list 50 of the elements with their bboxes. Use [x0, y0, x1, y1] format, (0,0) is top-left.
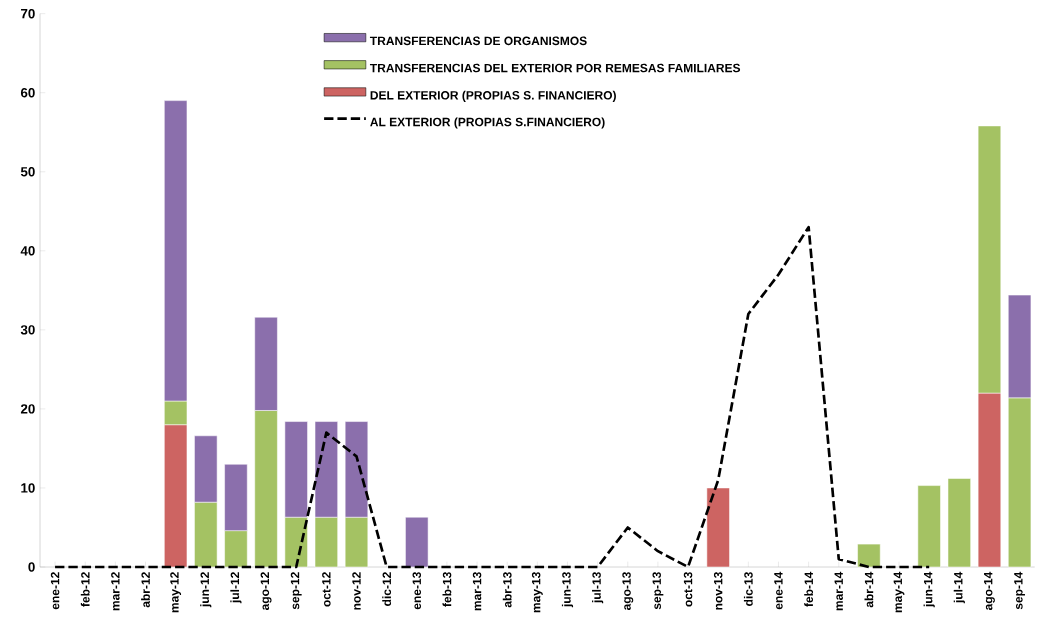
bar [857, 543, 881, 568]
x-tick-label: jul-12 [230, 572, 242, 604]
x-tick-label: abr-14 [864, 571, 874, 608]
x-tick-label: ago-14 [984, 571, 995, 611]
x-tick-label: dic-13 [743, 572, 753, 606]
legend-label: AL EXTERIOR (PROPIAS S.FINANCIERO) [370, 117, 605, 129]
x-tick-label: sep-13 [652, 572, 664, 610]
bar [706, 487, 730, 568]
y-tick-label: 10 [21, 483, 35, 493]
x-tick-label: sep-14 [1014, 571, 1025, 610]
y-tick-label: 30 [20, 325, 35, 335]
y-tick-label: 70 [21, 8, 35, 19]
x-tick-label: feb-12 [80, 572, 90, 607]
x-tick-label: jun-14 [923, 571, 935, 608]
x-tick-label: ene-14 [774, 571, 783, 610]
x-tick-label: jul-14 [953, 571, 965, 604]
x-tick-label: dic-12 [382, 572, 392, 606]
x-tick-label: ene-13 [412, 572, 422, 610]
x-tick-label: mar-12 [111, 572, 120, 611]
legend-label: TRANSFERENCIAS DEL EXTERIOR POR REMESAS FAMILIARES [369, 63, 741, 73]
bar [947, 478, 971, 568]
x-tick-label: abr-13 [502, 572, 512, 608]
x-tick-label: nov-12 [352, 572, 361, 610]
y-tick-label: 20 [20, 404, 35, 414]
y-tick-label: 0 [28, 562, 35, 572]
bar [917, 485, 941, 568]
x-tick-label: abr-12 [141, 572, 150, 608]
x-tick-label: may-12 [170, 572, 182, 613]
x-tick-label: jul-13 [592, 572, 604, 604]
y-tick-label: 40 [20, 246, 35, 256]
x-tick-label: oct-13 [683, 572, 693, 607]
x-tick-label: feb-14 [804, 571, 814, 607]
y-tick-label: 60 [20, 88, 35, 98]
x-tick-label: ago-12 [260, 572, 272, 611]
x-tick-label: mar-14 [834, 571, 843, 611]
legend-label: TRANSFERENCIAS DE ORGANISMOS [369, 36, 587, 46]
x-tick-label: mar-13 [472, 572, 482, 611]
x-tick-label: may-14 [893, 571, 905, 613]
x-tick-label: sep-12 [290, 572, 302, 610]
x-tick-label: feb-13 [442, 572, 452, 607]
legend-label: DEL EXTERIOR (PROPIAS S. FINANCIERO) [370, 90, 616, 102]
x-tick-label: jun-13 [561, 572, 574, 608]
bar [405, 516, 429, 568]
x-tick-label: nov-13 [713, 572, 723, 610]
y-tick-label: 50 [20, 167, 35, 177]
x-tick-label: may-13 [531, 572, 543, 613]
x-tick-label: jun-12 [200, 572, 212, 608]
x-tick-label: oct-12 [322, 572, 331, 607]
x-tick-label: ene-12 [50, 572, 60, 610]
x-tick-label: ago-13 [622, 572, 634, 611]
